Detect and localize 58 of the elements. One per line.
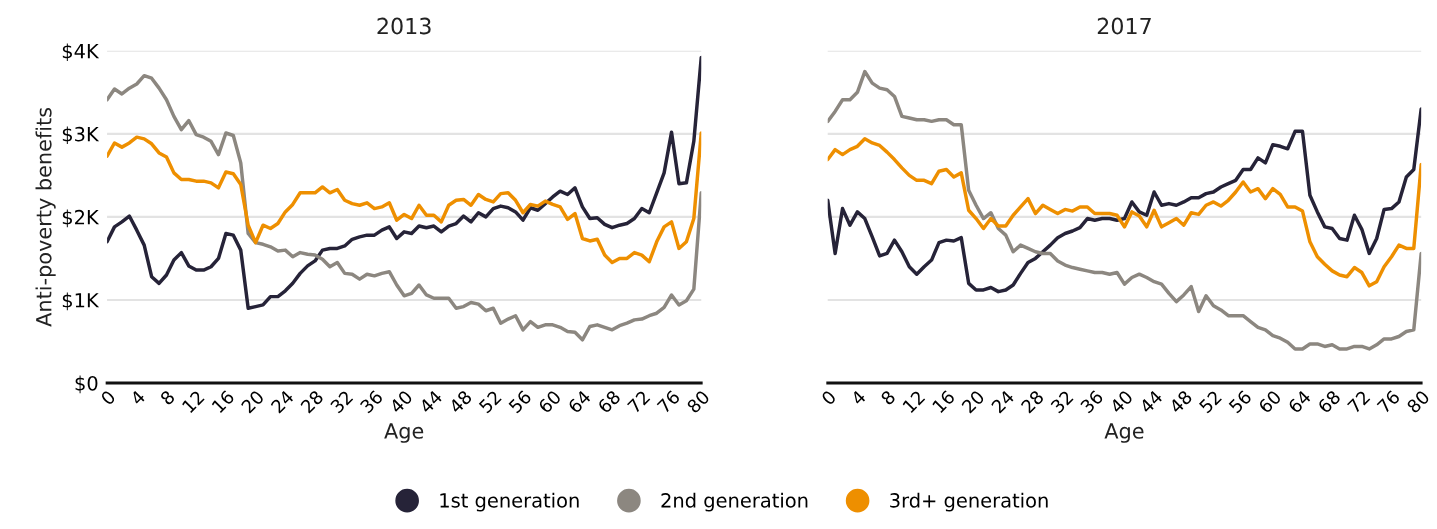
x-tick-label: 28 [1020, 389, 1045, 414]
x-tick-label: 68 [597, 389, 622, 414]
legend-label: 1st generation [440, 492, 579, 512]
x-tick-label: 48 [1168, 389, 1193, 415]
x-tick-label: 80 [686, 389, 711, 414]
x-tick-label: 0 [100, 389, 117, 406]
x-tick-label: 56 [1228, 389, 1253, 414]
legend-label: 2nd generation [661, 492, 808, 512]
x-tick-label: 76 [656, 389, 681, 414]
chart-title: 2013 [377, 17, 431, 35]
x-tick-label: 60 [537, 389, 562, 414]
x-tick-label: 44 [418, 389, 443, 414]
y-tick-label: $3K [62, 126, 100, 145]
x-tick-label: 76 [1376, 389, 1401, 414]
x-tick-label: 56 [507, 389, 533, 414]
x-tick-label: 12 [181, 390, 205, 414]
x-tick-label: 80 [1406, 389, 1431, 414]
chart-title: 2017 [1097, 17, 1151, 35]
x-axis-title: Age [1104, 423, 1144, 443]
x-tick-label: 64 [567, 389, 592, 414]
y-axis-title: Anti-poverty benefits [35, 107, 56, 327]
y-tick-label: $2K [62, 209, 100, 228]
x-tick-label: 72 [626, 390, 651, 414]
x-axis-title: Age [384, 423, 424, 443]
x-tick-label: 60 [1257, 389, 1282, 414]
x-tick-label: 32 [329, 390, 354, 414]
y-tick-label: $4K [62, 43, 100, 62]
x-tick-label: 64 [1287, 389, 1312, 414]
y-tick-label: $0 [75, 375, 98, 394]
x-tick-label: 44 [1138, 389, 1164, 414]
line-series [107, 73, 702, 342]
x-tick-label: 20 [961, 389, 986, 414]
x-tick-label: 72 [1346, 390, 1371, 414]
x-tick-label: 4 [129, 389, 146, 406]
x-tick-label: 16 [211, 389, 235, 414]
x-tick-label: 48 [448, 389, 473, 415]
x-tick-label: 24 [990, 389, 1015, 414]
y-tick-label: $1K [62, 292, 100, 311]
x-tick-label: 36 [359, 389, 384, 414]
x-tick-label: 36 [1079, 389, 1104, 414]
x-tick-label: 40 [388, 389, 414, 415]
x-tick-label: 52 [478, 390, 502, 414]
x-tick-label: 52 [1198, 390, 1223, 414]
x-tick-label: 32 [1050, 390, 1074, 414]
line-series [107, 55, 702, 310]
x-tick-label: 20 [240, 389, 265, 414]
x-tick-label: 8 [159, 389, 176, 406]
legend-label: 3rd+ generation [890, 492, 1048, 512]
x-tick-label: 40 [1109, 389, 1134, 415]
x-tick-label: 4 [850, 389, 867, 406]
x-tick-label: 8 [880, 389, 897, 406]
x-tick-label: 68 [1317, 389, 1342, 414]
x-tick-label: 0 [820, 389, 837, 406]
x-tick-label: 28 [299, 389, 325, 414]
x-tick-label: 24 [270, 389, 295, 414]
x-tick-label: 12 [902, 390, 926, 414]
x-tick-label: 16 [931, 389, 956, 414]
line-series [107, 131, 702, 265]
